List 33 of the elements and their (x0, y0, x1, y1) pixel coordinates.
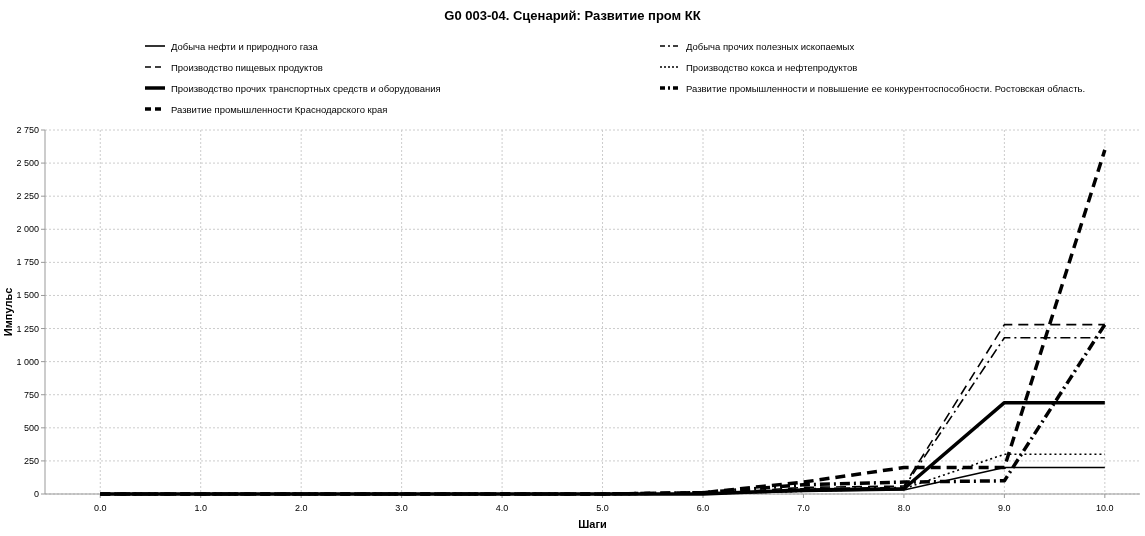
legend-label: Производство пищевых продуктов (171, 62, 323, 73)
y-tick-label: 2 750 (16, 125, 39, 135)
x-tick-label: 9.0 (998, 503, 1011, 513)
y-tick-label: 2 000 (16, 224, 39, 235)
y-tick-label: 500 (23, 422, 39, 433)
y-tick-label: 1 500 (16, 290, 39, 301)
y-tick-label: 2 500 (16, 158, 39, 169)
legend-label: Производство кокса и нефтепродуктов (686, 62, 858, 73)
y-tick-label: 1 750 (16, 257, 39, 268)
x-tick-label: 7.0 (797, 503, 810, 513)
legend-label: Производство прочих транспортных средств и оборудования (171, 83, 441, 94)
x-tick-label: 1.0 (194, 503, 207, 513)
x-tick-label: 6.0 (696, 503, 710, 513)
x-tick-label: 8.0 (897, 503, 911, 513)
x-tick-label: 4.0 (495, 503, 509, 513)
x-tick-label: 10.0 (1096, 503, 1114, 513)
y-axis-title: Импульс (2, 287, 14, 337)
x-tick-label: 2.0 (294, 503, 308, 513)
y-tick-label: 1 250 (16, 323, 39, 334)
y-tick-label: 1 000 (16, 356, 39, 367)
y-tick-label: 0 (33, 489, 39, 499)
legend-label: Развитие промышленности и повышение ее конкурентоспособности. Ростовская область. (686, 83, 1086, 94)
x-tick-label: 5.0 (596, 503, 609, 513)
x-tick-label: 3.0 (395, 503, 408, 513)
y-tick-label: 2 250 (16, 191, 39, 202)
y-tick-label: 750 (23, 389, 39, 400)
chart-title: G0 003-04. Сценарий: Развитие пром КК (444, 8, 701, 23)
legend-label: Добыча нефти и природного газа (171, 41, 319, 52)
legend-label: Добыча прочих полезных ископаемых (686, 41, 855, 52)
x-tick-label: 0.0 (93, 503, 107, 513)
legend-label: Развитие промышленности Краснодарского края (171, 104, 388, 115)
y-tick-label: 250 (23, 455, 39, 466)
x-axis-title: Шаги (578, 518, 607, 530)
